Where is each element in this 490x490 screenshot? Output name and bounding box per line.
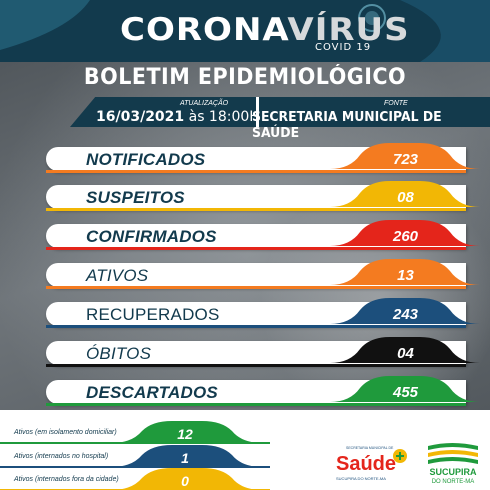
stat-row-ativos: ATIVOS 13 xyxy=(46,259,480,291)
covid-subtitle: COVID 19 xyxy=(315,42,372,53)
active-label: Ativos (em isolamento domiciliar) xyxy=(14,429,117,436)
stat-value: 243 xyxy=(392,306,419,323)
title-corona: CORONA xyxy=(120,11,288,49)
saude-logo: SECRETARIA MUNICIPAL DE Saúde SUCUPIRA D… xyxy=(336,446,407,481)
stat-label: RECUPERADOS xyxy=(86,305,220,324)
stat-value: 723 xyxy=(392,151,419,168)
title-virus: VÍRUS xyxy=(287,11,410,49)
stat-underline xyxy=(46,364,466,367)
app-title: CORONAVÍRUS xyxy=(120,12,410,49)
stat-underline xyxy=(46,403,466,406)
stat-underline xyxy=(46,286,466,289)
info-bar xyxy=(70,97,490,127)
stat-badge xyxy=(330,298,480,324)
stat-badge xyxy=(330,337,480,363)
active-value: 1 xyxy=(181,450,189,466)
stat-row-obitos: ÓBITOS 04 xyxy=(46,337,480,369)
header-swoosh-decoration xyxy=(0,0,490,62)
stat-badge xyxy=(330,143,480,169)
stat-label: ATIVOS xyxy=(86,266,149,285)
stat-value: 08 xyxy=(397,189,414,206)
stat-value: 260 xyxy=(392,228,419,245)
stat-badge xyxy=(330,220,480,246)
stat-row-descartados: DESCARTADOS 455 xyxy=(46,376,480,408)
stat-underline xyxy=(46,247,466,250)
city-logo: SUCUPIRA DO NORTE-MA xyxy=(428,443,478,485)
stat-label: DESCARTADOS xyxy=(86,383,218,402)
stat-row-notificados: NOTIFICADOS 723 xyxy=(46,143,480,175)
city-logo-sub: DO NORTE-MA xyxy=(432,479,475,485)
update-datetime: 16/03/2021 às 18:00H xyxy=(96,109,260,125)
stat-row-recuperados: RECUPERADOS 243 xyxy=(46,298,480,330)
stat-value: 455 xyxy=(392,384,419,401)
stat-underline xyxy=(46,325,466,328)
active-badge xyxy=(112,445,262,467)
info-divider xyxy=(256,97,259,127)
source-value: SECRETARIA MUNICIPAL DE SAÚDE xyxy=(252,109,442,141)
active-badge xyxy=(112,421,262,443)
stat-label: CONFIRMADOS xyxy=(86,227,217,246)
active-row-isolamento: Ativos (em isolamento domiciliar) 12 xyxy=(0,421,270,445)
update-date: 16/03/2021 xyxy=(96,109,185,125)
stat-underline xyxy=(46,170,466,173)
update-label: ATUALIZAÇÃO xyxy=(180,100,229,107)
stat-underline xyxy=(46,208,466,211)
stat-label: ÓBITOS xyxy=(86,344,152,363)
city-logo-name: SUCUPIRA xyxy=(429,467,477,477)
saude-logo-name: Saúde xyxy=(336,453,396,475)
saude-logo-top: SECRETARIA MUNICIPAL DE xyxy=(346,446,394,450)
stat-badge xyxy=(330,259,480,285)
active-badge xyxy=(112,468,262,490)
header-banner: CORONAVÍRUS COVID 19 xyxy=(0,0,490,62)
active-row-fora-da-cidade: Ativos (internados fora da cidade) 0 xyxy=(0,468,270,490)
active-row-hospital: Ativos (internados no hospital) 1 xyxy=(0,445,270,469)
stat-value: 13 xyxy=(397,267,414,284)
stat-label: NOTIFICADOS xyxy=(86,150,206,169)
bottom-panel xyxy=(0,410,490,490)
update-time: às 18:00H xyxy=(188,109,260,125)
saude-logo-city: SUCUPIRA DO NORTE-MA xyxy=(336,476,386,481)
bulletin-title: BOLETIM EPIDEMIOLÓGICO xyxy=(83,65,407,90)
active-label: Ativos (internados fora da cidade) xyxy=(14,476,119,483)
active-label: Ativos (internados no hospital) xyxy=(14,453,109,460)
stat-badge xyxy=(330,376,480,402)
stat-row-confirmados: CONFIRMADOS 260 xyxy=(46,220,480,252)
stat-label: SUSPEITOS xyxy=(86,188,185,207)
stat-row-suspeitos: SUSPEITOS 08 xyxy=(46,181,480,213)
active-value: 0 xyxy=(181,473,189,489)
source-label: FONTE xyxy=(384,100,408,107)
active-value: 12 xyxy=(177,426,193,442)
stat-value: 04 xyxy=(397,345,414,362)
stat-badge xyxy=(330,181,480,207)
